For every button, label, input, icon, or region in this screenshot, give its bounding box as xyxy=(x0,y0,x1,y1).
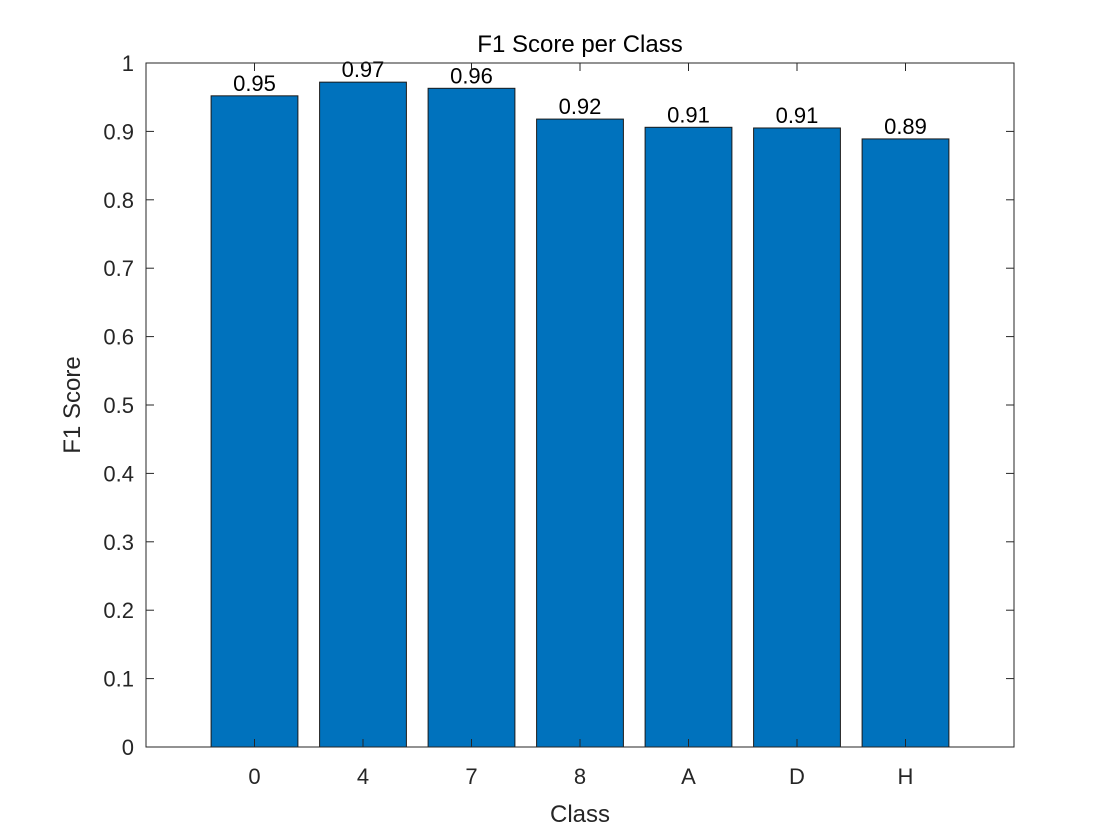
y-tick-label: 0.1 xyxy=(103,667,134,692)
bar-4 xyxy=(319,81,407,748)
x-axis-ticks: 0 4 7 8 A D H xyxy=(248,63,913,789)
x-tick-label-0: 0 xyxy=(248,764,260,789)
bar-H xyxy=(861,138,950,748)
x-tick-label-D: D xyxy=(789,764,805,789)
data-label-8: 0.92 xyxy=(559,94,602,119)
x-tick-label-7: 7 xyxy=(465,764,477,789)
data-labels-group: 0.950.97 0.960.92 0.91 0.91 0.89 xyxy=(233,57,927,139)
y-tick-label: 0.7 xyxy=(103,256,134,281)
y-tick-label: 0.4 xyxy=(103,461,134,486)
data-label-A: 0.91 xyxy=(667,102,710,127)
y-tick-label: 0.5 xyxy=(103,393,134,418)
bar-D xyxy=(753,127,841,748)
y-axis-label: F1 Score xyxy=(59,356,86,453)
y-tick-label: 0 xyxy=(122,735,134,760)
y-tick-label: 0.9 xyxy=(103,119,134,144)
y-tick-label: 1 xyxy=(122,51,134,76)
x-tick-label-8: 8 xyxy=(574,764,586,789)
bar-7 xyxy=(427,87,516,748)
data-label-0: 0.95 xyxy=(233,71,276,96)
y-tick-label: 0.3 xyxy=(103,530,134,555)
y-tick-label: 0.2 xyxy=(103,598,134,623)
chart-title: F1 Score per Class xyxy=(477,31,682,58)
data-label-D: 0.91 xyxy=(776,103,819,128)
x-tick-label-A: A xyxy=(681,764,696,789)
bar-0 xyxy=(210,95,299,748)
y-tick-label: 0.6 xyxy=(103,325,134,350)
data-label-H: 0.89 xyxy=(884,114,927,139)
y-tick-label: 0.8 xyxy=(103,188,134,213)
x-tick-label-4: 4 xyxy=(357,764,369,789)
bar-A xyxy=(644,126,733,748)
x-axis-label: Class xyxy=(550,801,610,828)
bar-8 xyxy=(536,118,624,748)
x-tick-label-H: H xyxy=(898,764,914,789)
y-axis-ticks: 00.10.20.30.40.50.60.70.80.91 xyxy=(103,51,1014,760)
bars-group xyxy=(210,81,950,748)
